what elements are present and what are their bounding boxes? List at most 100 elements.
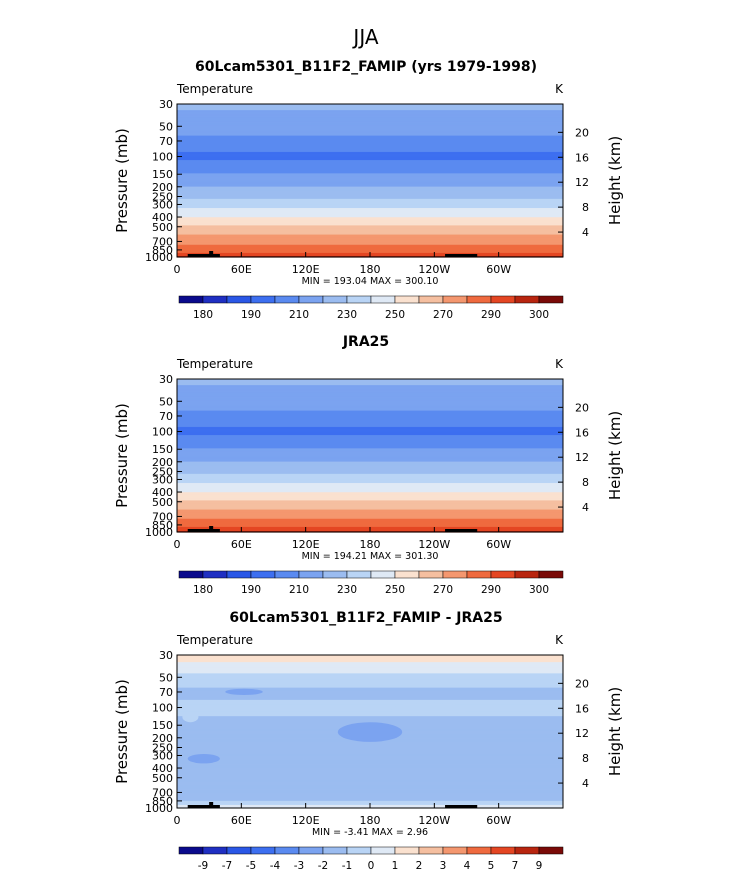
contour-band [177, 150, 563, 153]
contour-band [177, 408, 563, 411]
contour-band [177, 749, 563, 752]
contour-band [177, 227, 563, 230]
contour-band [177, 193, 563, 196]
contour-band [177, 486, 563, 488]
contour-band [177, 222, 563, 224]
colorbar-label: 250 [385, 584, 405, 596]
topography-peak [209, 526, 214, 532]
contour-band [177, 398, 563, 400]
contour-band [177, 767, 563, 769]
contour-band [177, 209, 563, 211]
contour-band [177, 516, 563, 519]
contour-band [177, 386, 563, 388]
contour-band [177, 208, 563, 210]
contour-band [177, 720, 563, 722]
min-max-stats: MIN = 193.04 MAX = 300.10 [302, 276, 439, 287]
contour-band [177, 145, 563, 148]
contour-band [177, 153, 563, 156]
x-tick-label: 0 [174, 814, 181, 827]
colorbar-swatch [538, 295, 564, 304]
contour-band [177, 115, 563, 117]
colorbar-swatch [514, 295, 540, 304]
y-tick-label: 300 [152, 749, 173, 762]
contour-band [177, 760, 563, 762]
contour-band [177, 233, 563, 236]
contour-band [177, 787, 563, 790]
contour-band [177, 204, 563, 207]
contour-band [177, 163, 563, 165]
contour-band [177, 701, 563, 704]
contour-band [177, 464, 563, 467]
min-max-stats: MIN = 194.21 MAX = 301.30 [302, 551, 439, 562]
contour-band [177, 745, 563, 748]
y-tick-label: 700 [152, 235, 173, 248]
contour-band [177, 515, 563, 518]
contour-band [177, 770, 563, 772]
colorbar-swatch [442, 295, 468, 304]
contour-band [177, 775, 563, 777]
contour-band [177, 779, 563, 782]
contour-band [177, 157, 563, 159]
colorbar-swatch [298, 295, 324, 304]
contour-band [177, 771, 563, 773]
contour-band [177, 394, 563, 396]
colorbar-swatch [274, 295, 300, 304]
contour-band [177, 238, 563, 241]
contour-band [177, 186, 563, 189]
contour-band [177, 418, 563, 421]
contour-band [177, 463, 563, 466]
colorbar-swatch [346, 570, 372, 579]
y2-tick-label: 4 [582, 501, 589, 514]
y-axis-label: Pressure (mb) [113, 403, 131, 508]
contour-band [177, 239, 563, 242]
contour-band [177, 214, 563, 216]
contour-band [177, 221, 563, 223]
contour-band [177, 511, 563, 514]
y2-tick-label: 4 [582, 777, 589, 790]
colorbar: -9 -7 -5 -4 -3 -2 -1 0 1 2 3 4 5 7 9 [178, 846, 564, 872]
x-tick-label: 60E [231, 538, 252, 551]
contour-band [177, 225, 563, 227]
contour-band [177, 793, 563, 796]
colorbar-swatch [538, 846, 564, 855]
y-tick-label: 30 [159, 649, 173, 662]
contour-band [177, 784, 563, 787]
contour-band [177, 184, 563, 187]
contour-band [177, 195, 563, 198]
contour-band [177, 484, 563, 486]
contour-band [177, 467, 563, 470]
y2-tick-label: 8 [582, 752, 589, 765]
y-tick-label: 400 [152, 486, 173, 499]
contour-band [177, 185, 563, 188]
contour-band [177, 669, 563, 671]
contour-band [177, 170, 563, 172]
colorbar-label: 180 [193, 584, 213, 596]
contour-band [177, 663, 563, 665]
contour-band [177, 496, 563, 498]
colorbar-label: 9 [536, 860, 543, 872]
contour-band [177, 246, 563, 249]
contour-band [177, 508, 563, 511]
contour-band [177, 171, 563, 173]
contour-band [177, 137, 563, 140]
contour-band [177, 447, 563, 449]
contour-band [177, 189, 563, 192]
y2-tick-label: 12 [575, 176, 589, 189]
y-tick-label: 1000 [145, 251, 173, 264]
contour-band [177, 765, 563, 767]
contour-band [177, 471, 563, 474]
contour-band [177, 469, 563, 472]
contour-band [177, 717, 563, 719]
contour-band [177, 237, 563, 240]
contour-band [177, 707, 563, 709]
colorbar-label: 230 [337, 584, 357, 596]
contour-band [177, 746, 563, 749]
contour-band [177, 514, 563, 517]
contour-band [177, 149, 563, 152]
contour-band [177, 196, 563, 199]
contour-band [177, 758, 563, 760]
contour-band [177, 786, 563, 789]
colorbar-swatch [202, 846, 228, 855]
contour-band [177, 400, 563, 403]
